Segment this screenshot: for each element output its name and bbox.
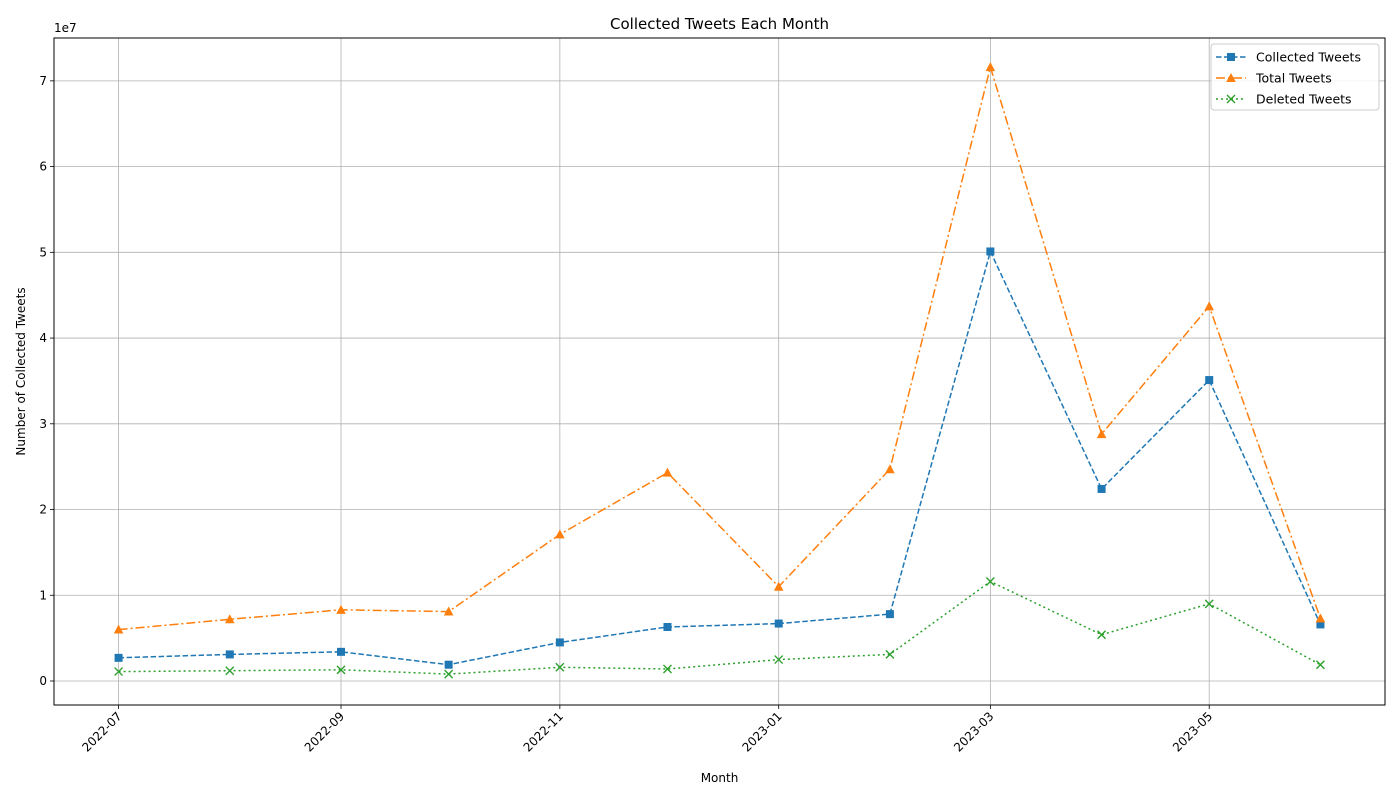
x-tick-label: 2023-01 <box>739 709 784 754</box>
y-tick-label: 1 <box>39 588 47 602</box>
legend-entry: Total Tweets <box>1216 71 1332 86</box>
data-point <box>885 464 895 474</box>
y-tick-label: 5 <box>39 245 47 259</box>
data-point <box>555 529 565 539</box>
data-point <box>443 606 454 616</box>
data-point <box>985 62 996 72</box>
series-deleted-tweets <box>114 577 1325 679</box>
y-tick-label: 4 <box>39 331 47 345</box>
legend-label: Total Tweets <box>1255 71 1332 86</box>
y-tick-label: 3 <box>39 417 47 431</box>
data-point <box>885 610 894 619</box>
data-point <box>555 662 565 672</box>
data-point <box>1205 376 1214 385</box>
x-tick-label: 2022-09 <box>302 709 347 754</box>
data-point <box>224 614 235 624</box>
x-tick-label: 2022-07 <box>79 709 124 754</box>
data-point <box>444 660 453 669</box>
data-point <box>773 581 784 591</box>
data-point <box>663 622 672 631</box>
data-point <box>225 666 235 676</box>
data-point <box>1204 301 1215 311</box>
data-point <box>1096 429 1107 439</box>
data-point <box>114 667 124 677</box>
y-tick-label: 6 <box>39 160 47 174</box>
series-total-tweets <box>113 62 1326 634</box>
data-point <box>336 604 346 614</box>
data-point <box>1097 484 1106 493</box>
y-tick-label: 2 <box>39 503 47 517</box>
legend-entry: Collected Tweets <box>1216 50 1361 65</box>
series-layer <box>113 62 1326 679</box>
grid-lines <box>54 38 1385 705</box>
series-line <box>118 249 1322 666</box>
data-point <box>986 247 995 256</box>
data-point <box>114 653 123 662</box>
y-tick-label: 7 <box>39 74 47 88</box>
data-point <box>1097 630 1107 640</box>
data-point <box>774 619 783 628</box>
y-axis-title: Number of Collected Tweets <box>14 287 28 455</box>
data-point <box>885 649 895 659</box>
plot-background <box>54 38 1385 705</box>
data-point <box>337 647 346 656</box>
data-point <box>1204 599 1214 609</box>
data-point <box>113 624 124 634</box>
legend-label: Collected Tweets <box>1256 50 1361 65</box>
legend: Collected Tweets Total Tweets Deleted Twee… <box>1210 43 1380 111</box>
y-axis-offset-label: 1e7 <box>54 21 77 35</box>
data-point <box>336 665 346 675</box>
data-point <box>1226 94 1236 104</box>
data-point <box>774 655 784 665</box>
x-axis-title: Month <box>701 771 739 785</box>
legend-label: Deleted Tweets <box>1256 92 1352 107</box>
data-point <box>1315 613 1326 623</box>
data-point <box>225 650 234 659</box>
data-point <box>662 467 673 477</box>
chart-title: Collected Tweets Each Month <box>610 15 829 33</box>
data-point <box>1316 620 1325 629</box>
data-point <box>985 577 995 587</box>
data-point <box>1315 660 1325 670</box>
data-point <box>1226 73 1236 82</box>
data-point <box>444 669 454 679</box>
x-tick-label: 2023-05 <box>1170 709 1215 754</box>
data-point <box>662 664 672 674</box>
plot-frame <box>53 37 1386 706</box>
series-collected-tweets <box>114 247 1325 669</box>
legend-frame <box>1210 43 1380 111</box>
data-point <box>1227 53 1235 61</box>
y-tick-label: 0 <box>39 674 47 688</box>
x-tick-label: 2022-11 <box>521 709 566 754</box>
data-point <box>555 638 564 647</box>
x-tick-label: 2023-03 <box>951 709 996 754</box>
series-line <box>118 580 1321 675</box>
legend-entry: Deleted Tweets <box>1216 92 1352 107</box>
series-line <box>118 64 1322 631</box>
